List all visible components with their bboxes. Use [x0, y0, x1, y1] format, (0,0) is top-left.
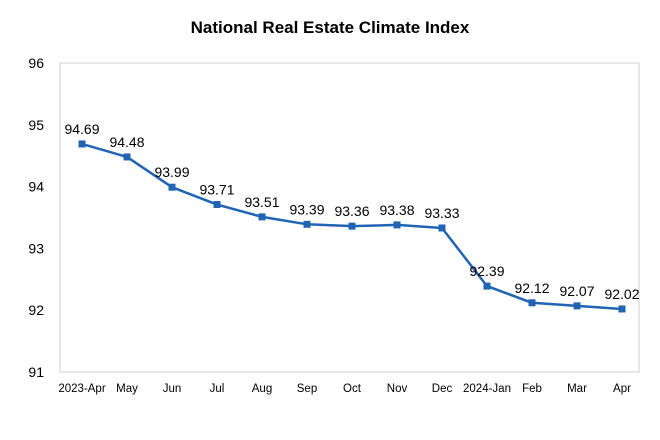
- data-label: 93.33: [424, 205, 459, 221]
- data-point-marker: [393, 221, 401, 229]
- data-label: 93.38: [379, 202, 414, 218]
- data-labels: 94.69 94.48 93.99 93.71 93.51 93.39 93.36 93.38…: [64, 121, 639, 302]
- x-tick-label: Aug: [252, 383, 272, 395]
- x-tick-label: Dec: [432, 383, 453, 395]
- y-axis: 91 92 93 94 95 96: [28, 55, 44, 380]
- y-tick-label: 96: [28, 55, 44, 71]
- data-point-marker: [348, 222, 356, 230]
- chart-title: National Real Estate Climate Index: [190, 18, 470, 37]
- x-tick-label: Mar: [567, 383, 587, 395]
- data-label: 94.48: [109, 134, 144, 150]
- data-point-marker: [123, 153, 131, 161]
- data-point-marker: [78, 140, 86, 148]
- y-tick-label: 93: [28, 240, 44, 256]
- y-tick-label: 94: [28, 179, 44, 195]
- data-label: 93.51: [244, 194, 279, 210]
- y-tick-label: 95: [28, 117, 44, 133]
- x-tick-label: Nov: [387, 383, 408, 395]
- plot-area-frame: [59, 62, 640, 373]
- y-tick-label: 92: [28, 302, 44, 318]
- x-tick-label: Feb: [522, 383, 542, 395]
- data-point-marker: [258, 213, 266, 221]
- data-point-marker: [213, 201, 221, 209]
- data-label: 92.02: [604, 286, 639, 302]
- data-point-marker: [168, 183, 176, 191]
- data-point-marker: [303, 220, 311, 228]
- data-label: 94.69: [64, 121, 99, 137]
- x-tick-label: Apr: [613, 383, 631, 395]
- data-label: 92.07: [559, 283, 594, 299]
- x-tick-label: Jun: [163, 383, 182, 395]
- data-point-marker: [618, 305, 626, 313]
- data-point-marker: [573, 302, 581, 310]
- x-tick-label: May: [116, 383, 138, 395]
- data-point-marker: [438, 224, 446, 232]
- data-label: 92.12: [514, 280, 549, 296]
- data-label: 93.99: [154, 164, 189, 180]
- x-tick-label: Sep: [297, 383, 317, 395]
- y-tick-label: 91: [28, 364, 44, 380]
- data-point-marker: [528, 299, 536, 307]
- data-label: 93.71: [199, 182, 234, 198]
- data-point-marker: [483, 282, 491, 290]
- data-label: 93.36: [334, 203, 369, 219]
- x-tick-label: 2024-Jan: [463, 383, 511, 395]
- x-tick-label: Oct: [343, 383, 362, 395]
- x-tick-label: Jul: [210, 383, 225, 395]
- data-markers: [78, 140, 626, 313]
- data-label: 92.39: [469, 263, 504, 279]
- x-axis: 2023-Apr May Jun Jul Aug Sep Oct Nov Dec 2024-Jan…: [58, 383, 631, 395]
- x-tick-label: 2023-Apr: [58, 383, 105, 395]
- data-label: 93.39: [289, 201, 324, 217]
